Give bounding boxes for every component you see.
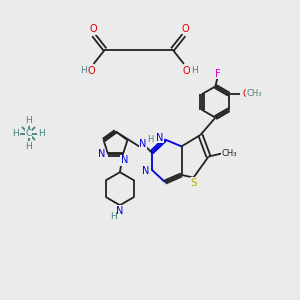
Text: S: S: [191, 178, 197, 188]
Text: N: N: [121, 155, 128, 165]
Text: O: O: [242, 88, 250, 99]
Text: H: H: [191, 66, 198, 75]
Text: H: H: [25, 142, 32, 151]
Text: H: H: [110, 212, 117, 221]
Text: H: H: [13, 129, 19, 138]
Text: H: H: [80, 66, 86, 75]
Text: O: O: [182, 23, 189, 34]
Text: CH₃: CH₃: [221, 148, 237, 158]
Text: CH₃: CH₃: [247, 89, 262, 98]
Text: F: F: [215, 69, 220, 79]
Text: O: O: [182, 65, 190, 76]
Text: O: O: [87, 65, 95, 76]
Text: N: N: [156, 133, 163, 143]
Text: H: H: [38, 129, 44, 138]
Text: H: H: [25, 116, 32, 125]
Text: H: H: [147, 135, 154, 144]
Text: C: C: [26, 129, 32, 138]
Text: N: N: [140, 139, 147, 149]
Text: N: N: [98, 149, 106, 159]
Text: N: N: [116, 206, 124, 216]
Text: O: O: [90, 24, 98, 34]
Text: N: N: [142, 166, 150, 176]
